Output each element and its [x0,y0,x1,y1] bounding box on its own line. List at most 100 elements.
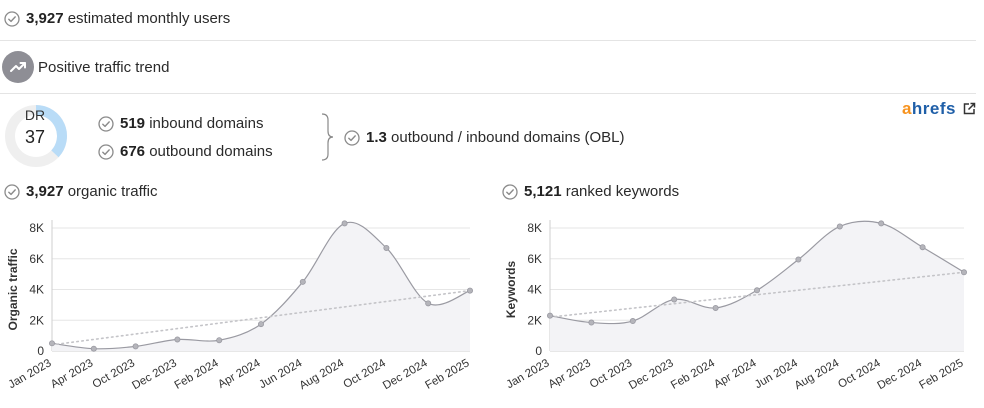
x-tick-label: Jun 2024 [257,357,305,391]
data-point[interactable] [795,256,802,263]
check-circle-icon [4,10,20,27]
inbound-domains-row: 519 inbound domains [98,115,263,132]
trend-label: Positive traffic trend [38,58,170,76]
check-circle-icon [502,183,518,200]
y-tick-label: 8K [29,221,44,235]
dr-donut [5,105,67,167]
trendline [549,271,965,318]
data-point[interactable] [836,223,843,230]
data-point[interactable] [425,300,432,307]
check-circle-icon [98,115,114,132]
y-tick-label: 6K [29,252,44,266]
monthly-users-row: 3,927 estimated monthly users [4,10,230,27]
x-tick-label: Feb 2024 [669,357,718,392]
series-area [52,222,470,351]
y-tick-label: 4K [527,283,542,297]
external-link-icon[interactable] [962,102,976,116]
y-tick-label: 0 [535,344,542,358]
data-point[interactable] [753,287,760,294]
x-tick-label: Dec 2023 [130,357,179,392]
data-point[interactable] [90,345,97,352]
ranked-keywords-header: 5,121 ranked keywords [502,183,679,200]
y-axis-label: Keywords [504,261,518,319]
obl-value: 1.3 [366,129,387,146]
x-tick-label: Aug 2024 [793,357,842,392]
keywords-value: 5,121 [524,183,562,200]
y-tick-label: 2K [527,313,542,327]
y-axis-label: Organic traffic [6,248,20,330]
data-point[interactable] [132,343,139,350]
x-tick-label: Apr 2023 [546,357,592,391]
organic-traffic-header: 3,927 organic traffic [4,183,157,200]
data-point[interactable] [341,220,348,227]
data-point[interactable] [547,312,554,319]
x-tick-label: Oct 2023 [91,357,137,391]
x-tick-label: Dec 2024 [875,357,924,392]
y-tick-label: 0 [37,344,44,358]
domain-rating-widget: DR 37 [2,104,70,168]
x-tick-label: Jan 2023 [7,357,54,391]
dr-label: DR [24,107,46,123]
x-tick-label: Jan 2023 [505,357,552,391]
series-area [550,221,964,351]
x-tick-label: Dec 2023 [627,357,676,392]
outbound-value: 676 [120,143,146,160]
data-point[interactable] [919,244,926,251]
trending-up-icon [10,62,26,72]
y-tick-label: 8K [527,221,542,235]
outbound-domains-row: 676 outbound domains [98,143,273,160]
obl-label: outbound / inbound domains (OBL) [391,129,625,146]
x-tick-label: Jun 2024 [753,357,801,391]
check-circle-icon [4,183,20,200]
divider [0,40,976,41]
x-tick-label: Oct 2024 [836,357,883,391]
ahrefs-link[interactable]: a hrefs [902,99,976,119]
inbound-value: 519 [120,115,146,132]
data-point[interactable] [299,278,306,285]
y-tick-label: 2K [29,313,44,327]
brand-rest: hrefs [911,99,956,118]
keywords-label: ranked keywords [565,183,680,200]
data-point[interactable] [588,319,595,326]
data-point[interactable] [49,340,56,347]
inbound-label: inbound domains [149,115,264,132]
y-tick-label: 6K [527,252,542,266]
users-label: estimated monthly users [67,10,231,27]
x-tick-label: Feb 2025 [917,357,965,392]
traffic-trend-row: Positive traffic trend [2,51,169,83]
check-circle-icon [98,143,114,160]
y-tick-label: 4K [29,283,44,297]
x-tick-label: Apr 2024 [216,357,263,391]
check-circle-icon [344,129,360,146]
obl-row: 1.3 outbound / inbound domains (OBL) [344,129,625,146]
data-point[interactable] [629,318,636,325]
x-tick-label: Dec 2024 [381,357,430,392]
users-value: 3,927 [26,10,64,27]
divider [0,93,976,94]
x-tick-label: Apr 2024 [712,357,759,391]
data-point[interactable] [712,304,719,311]
data-point[interactable] [216,337,223,344]
curly-brace [321,113,334,161]
data-point[interactable] [466,287,473,294]
dr-value: 37 [24,127,46,147]
x-tick-label: Feb 2025 [423,357,471,392]
trend-badge [2,51,34,83]
traffic-label: organic traffic [67,183,158,200]
x-tick-label: Apr 2023 [49,357,95,391]
x-tick-label: Aug 2024 [297,357,346,392]
data-point[interactable] [257,321,264,328]
x-tick-label: Oct 2023 [588,357,634,391]
trendline [51,289,471,346]
data-point[interactable] [878,220,885,227]
data-point[interactable] [174,336,181,343]
data-point[interactable] [671,296,678,303]
traffic-value: 3,927 [26,183,64,200]
data-point[interactable] [960,269,967,276]
x-tick-label: Feb 2024 [173,357,222,392]
x-tick-label: Oct 2024 [341,357,388,391]
outbound-label: outbound domains [149,143,273,160]
data-point[interactable] [383,244,390,251]
